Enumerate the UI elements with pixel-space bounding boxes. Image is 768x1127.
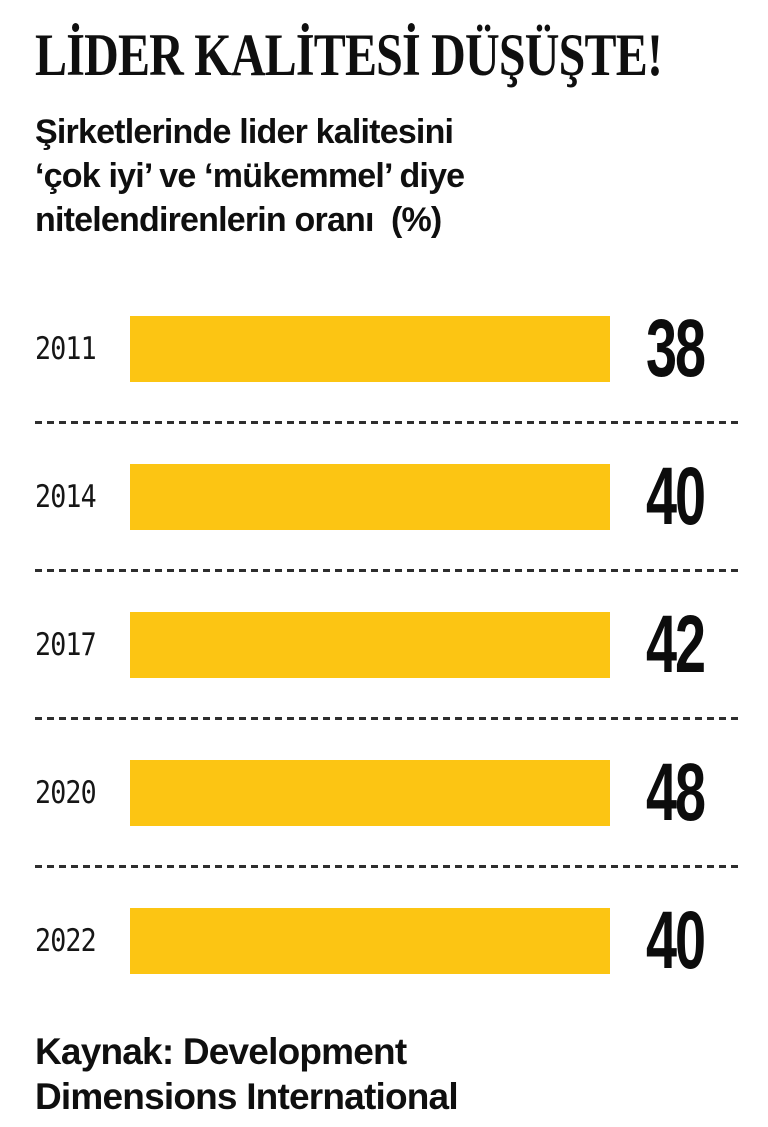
year-label: 2014: [35, 478, 97, 515]
bar: [130, 759, 610, 826]
row-separator: [35, 421, 740, 424]
chart-row: 2014 40: [35, 424, 740, 569]
chart-subtitle: Şirketlerinde lider kalitesini ‘çok iyi’…: [35, 110, 740, 242]
value-label: 48: [646, 746, 706, 838]
chart-row: 2020 48: [35, 720, 740, 865]
value-label: 40: [646, 450, 706, 542]
row-separator: [35, 865, 740, 868]
source-credit: Kaynak: Development Dimensions Internati…: [35, 1029, 740, 1119]
source-line-1: Kaynak: Development: [35, 1031, 407, 1072]
year-label: 2022: [35, 922, 97, 959]
row-separator: [35, 569, 740, 572]
bar: [130, 315, 610, 382]
chart-title: LİDER KALİTESİ DÜŞÜŞTE!: [35, 22, 663, 88]
value-label: 42: [646, 598, 706, 690]
chart-row: 2017 42: [35, 572, 740, 717]
bar-chart: 2011 38 2014 40 2017 42 2020 48 2022 40: [35, 276, 740, 1013]
year-label: 2017: [35, 626, 97, 663]
year-label: 2020: [35, 774, 97, 811]
value-label: 40: [646, 894, 706, 986]
bar: [130, 611, 610, 678]
bar: [130, 463, 610, 530]
subtitle-line-1: Şirketlerinde lider kalitesini: [35, 113, 454, 151]
year-label: 2011: [35, 330, 97, 367]
value-label: 38: [646, 302, 706, 394]
subtitle-line-2: ‘çok iyi’ ve ‘mükemmel’ diye: [35, 157, 465, 195]
bar: [130, 907, 610, 974]
subtitle-line-3: nitelendirenlerin oranı (%): [35, 201, 442, 239]
row-separator: [35, 717, 740, 720]
chart-row: 2011 38: [35, 276, 740, 421]
source-line-2: Dimensions International: [35, 1076, 459, 1117]
chart-row: 2022 40: [35, 868, 740, 1013]
